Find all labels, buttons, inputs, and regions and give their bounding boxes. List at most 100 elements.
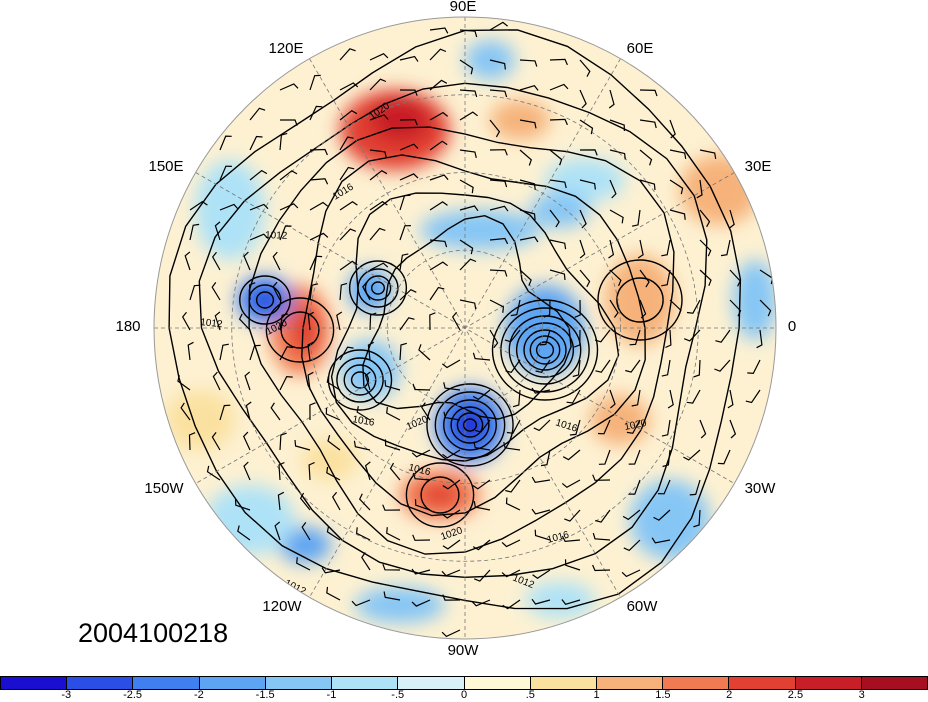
wind-barb: [489, 179, 508, 188]
wind-barb: [561, 599, 581, 605]
wind-barb: [384, 379, 401, 391]
wind-barb: [339, 260, 358, 271]
wind-barb: [519, 236, 539, 243]
colorbar-tick-label: 1.5: [655, 689, 671, 701]
wind-barb: [699, 209, 711, 228]
wind-barb: [639, 149, 653, 166]
wind-barb: [429, 286, 445, 301]
wind-barb: [594, 329, 611, 343]
colorbar-tick-label: -.5: [391, 689, 405, 701]
wind-barb: [472, 539, 491, 551]
wind-barb: [399, 288, 417, 301]
wind-barb: [429, 140, 448, 151]
wind-barb: [308, 461, 315, 481]
meridian-line: [195, 172, 735, 484]
isobar: [280, 311, 320, 349]
wind-barb: [661, 419, 671, 437]
wind-barb: [549, 149, 563, 166]
wind-barb: [386, 407, 401, 421]
isobar: [535, 341, 555, 359]
wind-barb: [572, 359, 581, 378]
wind-barb: [519, 85, 539, 91]
wind-barb: [459, 59, 474, 75]
wind-barb: [628, 479, 641, 495]
isobar: [529, 335, 561, 365]
wind-barb: [699, 239, 712, 257]
anomaly-patch: [525, 582, 595, 618]
wind-barb: [412, 383, 431, 391]
wind-barb: [307, 371, 314, 391]
wind-barb: [279, 132, 288, 151]
wind-barb: [729, 209, 735, 229]
isobar: [255, 291, 275, 309]
wind-barb: [279, 170, 298, 181]
wind-barb: [629, 329, 641, 346]
wind-barb: [579, 209, 587, 229]
longitude-label: 150W: [144, 480, 184, 497]
wind-barb: [351, 599, 371, 607]
colorbar-ticks: -3 -2.5 -2 -1.5 -1 -.5 0 .5 1 1.5 2 2.5 3: [0, 689, 928, 702]
wind-barb: [505, 359, 521, 373]
wind-barb: [539, 329, 551, 346]
wind-barb: [309, 402, 316, 421]
wind-barb: [756, 329, 763, 349]
wind-barb: [651, 537, 671, 544]
wind-barb: [549, 269, 566, 281]
wind-barb: [729, 299, 742, 317]
wind-barb: [212, 371, 221, 391]
wind-barb: [279, 432, 287, 451]
wind-barb: [729, 269, 741, 287]
wind-barb: [472, 352, 491, 361]
wind-barb: [669, 179, 684, 195]
anomaly-patch: [255, 290, 275, 310]
wind-barb: [531, 476, 551, 483]
wind-barb: [661, 269, 671, 287]
wind-barb: [336, 311, 343, 331]
wind-barb: [429, 48, 447, 61]
wind-barb: [429, 261, 448, 271]
wind-barb: [579, 59, 591, 77]
wind-barb: [669, 149, 687, 160]
colorbar-swatch: [663, 676, 730, 690]
colorbar-swatch: [861, 676, 928, 690]
wind-barb: [441, 359, 461, 369]
latitude-circle: [309, 172, 621, 484]
wind-barb: [277, 491, 285, 511]
colorbar-swatch: [795, 676, 862, 690]
wind-barb: [669, 299, 682, 317]
wind-barb: [279, 313, 289, 331]
colorbar-tick-label: .5: [525, 689, 535, 701]
wind-barb: [441, 569, 461, 577]
wind-barb: [369, 312, 377, 331]
colorbar-swatch: [265, 676, 333, 690]
wind-barb: [429, 239, 448, 248]
wind-barb: [489, 237, 509, 245]
wind-barb: [459, 149, 477, 159]
wind-barb: [714, 359, 731, 372]
wind-barb: [429, 27, 449, 34]
wind-barb: [661, 239, 671, 257]
wind-barb: [729, 419, 737, 439]
wind-barb: [411, 568, 431, 575]
wind-barb: [639, 269, 650, 288]
wind-barb: [489, 205, 509, 212]
wind-barb: [459, 258, 477, 271]
wind-barb: [471, 599, 491, 607]
wind-barb: [631, 389, 641, 407]
wind-barb: [549, 209, 560, 228]
wind-barb: [489, 89, 508, 98]
wind-barb: [206, 465, 221, 481]
anomaly-patch: [195, 160, 265, 260]
colorbar-tick-label: 2: [726, 689, 733, 701]
wind-barb: [270, 402, 281, 421]
wind-barb: [561, 535, 581, 543]
wind-barb: [505, 497, 521, 511]
wind-barb: [188, 432, 196, 451]
wind-barb: [683, 329, 701, 342]
wind-barb: [442, 594, 461, 601]
wind-barb: [622, 509, 641, 521]
wind-barb: [473, 441, 491, 451]
wind-barb: [501, 539, 521, 548]
wind-barb: [566, 389, 581, 404]
longitude-label: 60E: [626, 40, 654, 57]
